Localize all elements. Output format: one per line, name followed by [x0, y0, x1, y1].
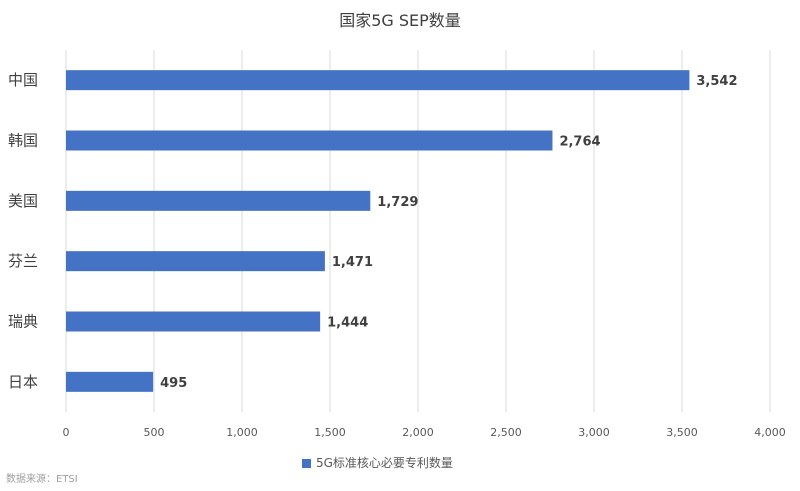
category-label: 瑞典 — [8, 313, 38, 331]
category-label: 中国 — [8, 71, 38, 89]
x-tick-label: 0 — [63, 426, 70, 439]
bar — [66, 311, 321, 332]
legend: 5G标准核心必要专利数量 — [302, 455, 453, 470]
legend-swatch — [302, 459, 311, 468]
bar — [66, 371, 154, 392]
bars — [66, 70, 690, 392]
x-tick-label: 1,500 — [314, 426, 346, 439]
gridlines — [65, 50, 771, 412]
data-label: 2,764 — [559, 135, 600, 150]
data-label: 1,729 — [377, 195, 418, 210]
x-tick-label: 2,500 — [490, 426, 522, 439]
bar — [66, 130, 553, 151]
data-label: 1,444 — [327, 316, 368, 331]
data-label: 495 — [160, 376, 187, 391]
x-tick-label: 3,500 — [666, 426, 698, 439]
data-label: 1,471 — [332, 255, 373, 270]
chart-title: 国家5G SEP数量 — [339, 11, 461, 30]
x-tick-label: 3,000 — [578, 426, 610, 439]
x-tick-label: 1,000 — [226, 426, 258, 439]
category-label: 日本 — [8, 373, 38, 391]
category-label: 韩国 — [8, 132, 38, 150]
legend-label: 5G标准核心必要专利数量 — [316, 455, 453, 470]
bar — [66, 251, 325, 272]
category-label: 芬兰 — [8, 252, 38, 270]
source-note: 数据来源：ETSI — [6, 474, 78, 485]
x-tick-labels: 0 500 1,000 1,500 2,000 2,500 3,000 3,500 4,000 — [63, 426, 786, 439]
bar — [66, 70, 690, 91]
category-label: 美国 — [8, 192, 38, 210]
x-tick-label: 500 — [144, 426, 165, 439]
x-tick-label: 4,000 — [754, 426, 786, 439]
data-labels: 3,542 2,764 1,729 1,471 1,444 495 — [160, 74, 737, 391]
data-label: 3,542 — [696, 74, 737, 89]
bar — [66, 190, 371, 211]
x-tick-label: 2,000 — [402, 426, 434, 439]
